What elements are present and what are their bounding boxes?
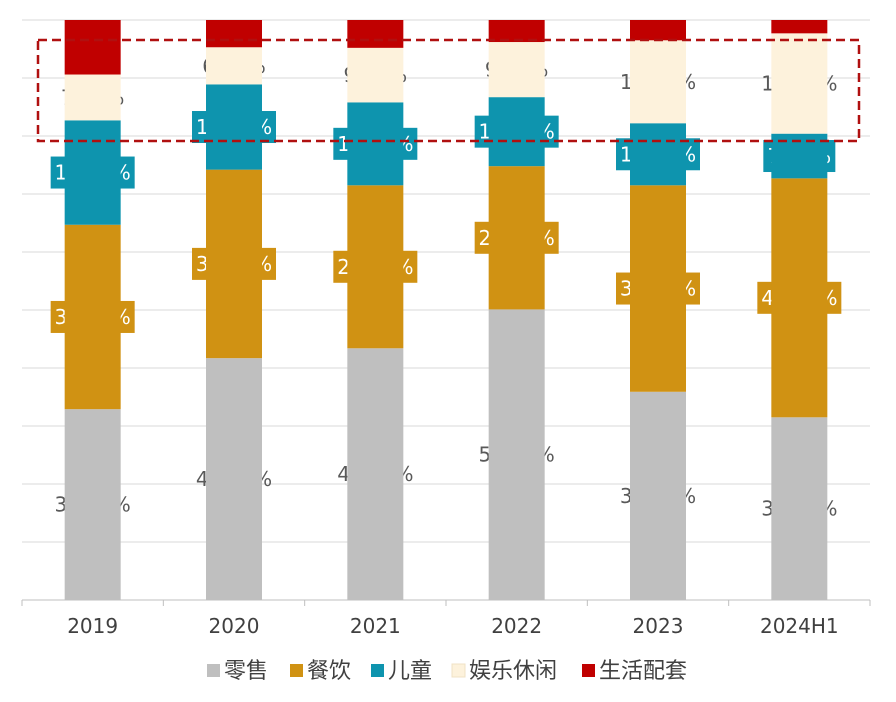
bar-segment-4-2023 bbox=[630, 20, 686, 41]
bar-segment-3-2024H1 bbox=[771, 33, 828, 134]
legend-label-餐饮: 餐饮 bbox=[307, 659, 351, 684]
legend-label-生活配套: 生活配套 bbox=[599, 659, 687, 684]
bar-segment-0-2024H1 bbox=[771, 417, 828, 600]
data-labels: 32.90%31.80%18.00%7.90%41.70%32.50%14.70… bbox=[50, 54, 842, 521]
bar-segment-1-2021 bbox=[347, 185, 404, 349]
legend-swatch-儿童 bbox=[371, 664, 384, 677]
bar-segment-3-2021 bbox=[347, 47, 404, 103]
legend-label-娱乐休闲: 娱乐休闲 bbox=[469, 659, 557, 684]
bar-segment-4-2022 bbox=[488, 20, 545, 43]
bar-segment-3-2022 bbox=[488, 42, 545, 98]
legend: 零售 餐饮 儿童 娱乐休闲 生活配套 bbox=[207, 659, 687, 684]
x-tick-label-2022: 2022 bbox=[491, 614, 542, 638]
bar-segment-1-2022 bbox=[488, 166, 545, 310]
bar-segment-0-2019 bbox=[64, 409, 121, 600]
legend-swatch-娱乐休闲 bbox=[451, 663, 466, 678]
bar-segment-2-2023 bbox=[630, 123, 686, 186]
bar-segment-1-2019 bbox=[64, 224, 121, 410]
bar-segment-1-2020 bbox=[206, 169, 262, 359]
bar-segment-4-2019 bbox=[64, 20, 121, 75]
bar-segment-2-2022 bbox=[488, 97, 545, 167]
bar-segment-0-2023 bbox=[630, 391, 686, 600]
bar-segment-0-2020 bbox=[206, 358, 262, 600]
legend-swatch-餐饮 bbox=[290, 664, 303, 677]
bar-segment-1-2023 bbox=[630, 185, 686, 392]
bar-segment-2-2021 bbox=[347, 102, 404, 186]
bar-segment-0-2022 bbox=[488, 309, 545, 600]
legend-label-零售: 零售 bbox=[224, 659, 268, 684]
bar-segment-4-2021 bbox=[347, 20, 404, 48]
bar-segment-1-2024H1 bbox=[771, 178, 828, 418]
bar-segment-4-2020 bbox=[206, 20, 262, 48]
bar-segment-2-2019 bbox=[64, 120, 121, 225]
bar-segment-4-2024H1 bbox=[771, 20, 828, 34]
x-tick-label-2024H1: 2024H1 bbox=[760, 614, 839, 638]
bar-segment-2-2020 bbox=[206, 84, 262, 170]
bar-segment-0-2021 bbox=[347, 348, 404, 600]
x-tick-label-2020: 2020 bbox=[209, 614, 260, 638]
legend-swatch-零售 bbox=[207, 664, 220, 677]
x-tick-label-2021: 2021 bbox=[350, 614, 401, 638]
highlight-dashed-box bbox=[36, 38, 861, 143]
bar-segment-3-2023 bbox=[630, 40, 686, 124]
legend-label-儿童: 儿童 bbox=[388, 659, 432, 684]
x-tick-label-2023: 2023 bbox=[633, 614, 684, 638]
legend-swatch-生活配套 bbox=[582, 664, 595, 677]
bar-segment-3-2019 bbox=[64, 74, 121, 121]
x-tick-label-2019: 2019 bbox=[67, 614, 118, 638]
bar-segment-3-2020 bbox=[206, 47, 262, 85]
